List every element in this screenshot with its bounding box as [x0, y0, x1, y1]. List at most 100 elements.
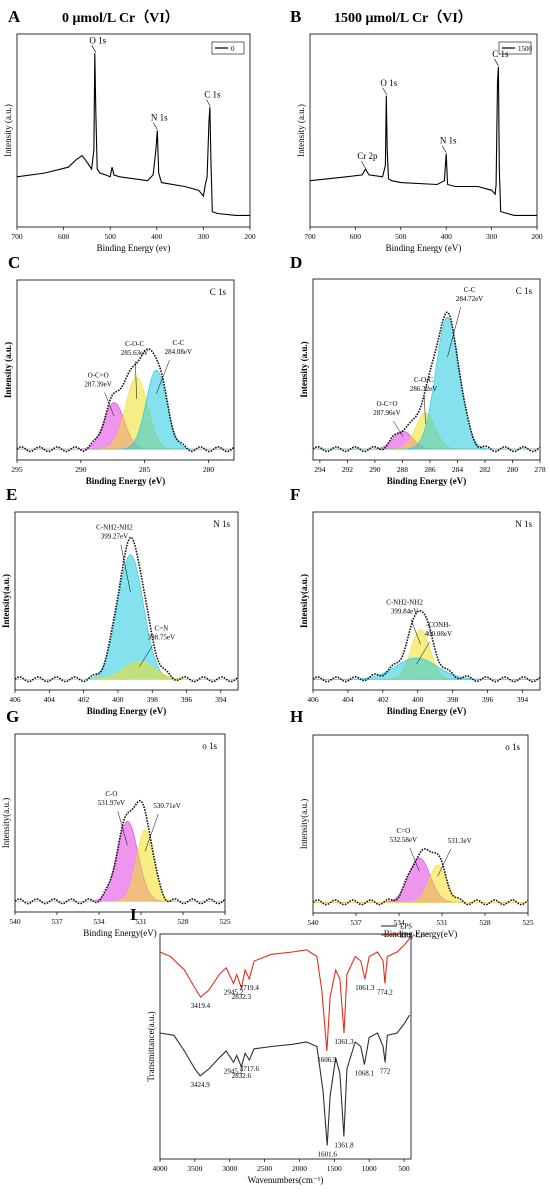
x-tick-label: 2500 [257, 1164, 272, 1173]
peak-label: 285.63eV [121, 349, 148, 357]
x-tick-label: 398 [447, 695, 459, 704]
peak-leader-line [117, 811, 128, 846]
peak-leader-line [91, 45, 97, 53]
peak-label: C 1s [204, 89, 221, 99]
measured-spectrum [14, 536, 239, 683]
peak-label: O 1s [89, 35, 106, 45]
peak-leader-line [120, 544, 131, 593]
peak-label: C-O [105, 790, 117, 798]
y-axis-label: Intensity(a.u.) [1, 798, 11, 848]
measured-spectrum [312, 609, 541, 683]
peak-leader-line [361, 160, 366, 169]
plot-frame [312, 734, 529, 914]
peak-leader-line [382, 87, 387, 95]
peak-label: C 1s [492, 49, 509, 59]
panel-H: H 540 537 534 531 528 525 Binding Energy(eV) Int… [290, 707, 534, 939]
x-tick-label: 278 [534, 465, 546, 474]
x-tick-label: 406 [307, 695, 319, 704]
peak-leader-line [139, 645, 153, 667]
peak-label: C-O-C [125, 340, 144, 348]
x-tick-label: 285 [139, 465, 151, 474]
wavenumber-label: 1601.6 [318, 1151, 338, 1159]
x-tick-label: 400 [412, 695, 424, 704]
x-tick-label: 286 [424, 465, 436, 474]
wavenumber-label: 1606.5 [317, 1056, 337, 1064]
measured-spectrum [312, 311, 541, 453]
x-tick-label: 294 [314, 465, 326, 474]
x-tick-label: 402 [78, 695, 90, 704]
legend-label: EPS+Cr⁶⁺ [400, 932, 429, 940]
figure-title-B: 1500 μmol/L Cr（VI） [334, 10, 472, 26]
x-tick-label: 284 [452, 465, 464, 474]
peak-label: C-O-C [414, 376, 433, 384]
wavenumber-label: 2945.2 [224, 989, 244, 997]
x-tick-label: 295 [11, 465, 23, 474]
y-axis-label: Intensity (a.u.) [296, 104, 306, 157]
peak-label: 400.08eV [425, 630, 452, 638]
wavenumber-label: 1068.1 [355, 1070, 375, 1078]
x-tick-label: 394 [517, 695, 529, 704]
x-tick-label: 600 [58, 232, 70, 241]
x-tick-label: 3000 [222, 1164, 237, 1173]
peak-label: Cr 2p [357, 151, 378, 161]
peak-leader-line [104, 392, 115, 417]
x-tick-label: 1500 [327, 1164, 342, 1173]
panel-E: E 406 404 402 400 398 396 394 Binding Energy (eV… [1, 485, 239, 716]
x-tick-label: 396 [482, 695, 494, 704]
x-tick-label: 531 [135, 917, 147, 926]
x-tick-label: 537 [350, 918, 362, 927]
panel-label-B: B [290, 7, 301, 26]
peak-label: 287.39eV [84, 380, 111, 388]
peak-label: 399.27eV [101, 533, 128, 541]
plot-frame [14, 511, 239, 691]
peak-label: N 1s [440, 136, 457, 146]
panel-C: C 295 290 285 280 Binding Energy (eV) Intensit… [3, 253, 235, 486]
series-line-2 [159, 938, 411, 1052]
wavenumber-label: 2832.3 [232, 993, 252, 1001]
x-tick-label: 1000 [362, 1164, 377, 1173]
x-tick-label: 525 [219, 917, 231, 926]
peak-label: N 1s [151, 113, 168, 123]
x-tick-label: 700 [304, 232, 316, 241]
panel-label-A: A [8, 7, 21, 26]
series-line-1 [309, 66, 537, 216]
x-tick-label: 200 [244, 232, 256, 241]
panel-label-D: D [290, 253, 302, 272]
peak-label: 531.97eV [98, 799, 125, 807]
peak-leader-line [144, 814, 159, 852]
x-tick-label: 3500 [187, 1164, 202, 1173]
x-tick-label: 200 [531, 232, 543, 241]
peak-leader-line [441, 145, 447, 153]
x-tick-label: 406 [9, 695, 21, 704]
core-level-label: C 1s [516, 286, 533, 296]
peak-label: 284.08eV [165, 348, 192, 356]
core-level-label: N 1s [213, 519, 230, 529]
x-tick-label: 400 [151, 232, 163, 241]
wavenumber-label: 1061.3 [355, 984, 375, 992]
peak-label: -CONH- [426, 621, 451, 629]
core-level-label: N 1s [515, 519, 532, 529]
y-axis-label: Intensity (a.u.) [3, 342, 13, 398]
plot-frame [159, 933, 412, 1160]
measured-spectrum [14, 799, 226, 905]
x-tick-label: 528 [479, 918, 491, 927]
x-axis-label: Wavenumbers(cm⁻¹) [248, 1175, 324, 1185]
peak-leader-line [424, 396, 426, 424]
x-tick-label: 531 [436, 918, 448, 927]
x-tick-label: 292 [342, 465, 354, 474]
panel-F: F 406 404 402 400 398 396 394 Binding Energy (eV… [290, 485, 541, 716]
peak-label: 286.32eV [410, 385, 437, 393]
x-tick-label: 404 [44, 695, 56, 704]
y-axis-label: Intensity(a.u.) [299, 799, 309, 849]
peak-label: O-C=O [376, 400, 397, 408]
x-tick-label: 300 [486, 232, 498, 241]
wavenumber-label: 3419.4 [191, 1002, 211, 1010]
wavenumber-label: 1361.3 [334, 1038, 354, 1046]
panel-B: 700 600 500 400 300 200 Binding Energy (eV) Int… [296, 33, 543, 253]
x-tick-label: 400 [441, 232, 453, 241]
core-level-label: o 1s [202, 741, 217, 751]
peak-label: C-C [464, 286, 476, 294]
panel-label-C: C [8, 253, 20, 272]
x-tick-label: 288 [397, 465, 409, 474]
legend-label: 0 [231, 45, 235, 53]
